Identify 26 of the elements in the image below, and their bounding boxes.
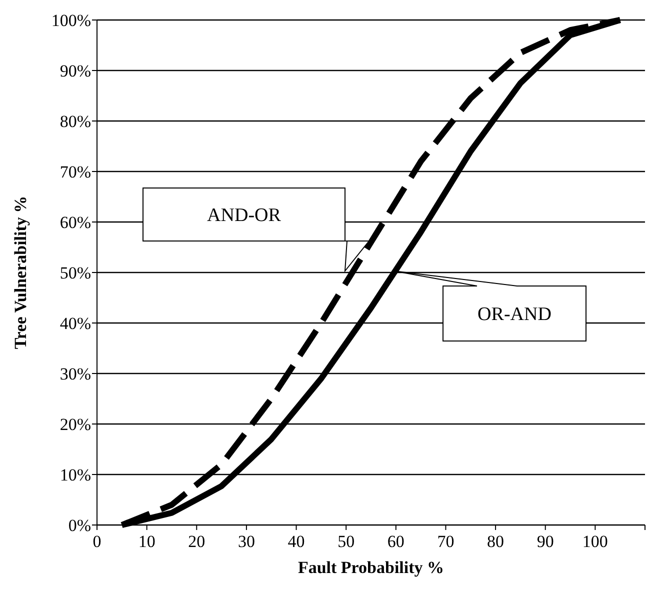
x-tick-label: 90 [536, 532, 554, 551]
x-tick-label: 80 [487, 532, 504, 551]
x-tick-label: 0 [92, 532, 102, 551]
y-tick-label: 100% [51, 10, 91, 30]
x-tick-label: 40 [288, 532, 305, 551]
x-tick-label: 70 [437, 532, 454, 551]
y-tick-label: 80% [60, 112, 91, 131]
y-tick-label: 70% [60, 162, 91, 182]
y-tick-label: 10% [60, 465, 91, 484]
x-tick-label: 100 [582, 532, 608, 551]
x-tick-label: 10 [138, 532, 156, 551]
y-tick-label: 20% [60, 414, 91, 434]
y-tick-label: 30% [60, 364, 91, 384]
x-tick-label: 60 [387, 532, 404, 551]
x-tick-label: 30 [238, 532, 255, 551]
x-axis-title: Fault Probability % [298, 558, 444, 577]
x-tick-label: 50 [338, 532, 355, 551]
annotation: AND-OR [207, 205, 282, 226]
y-tick-label: 0% [68, 516, 91, 535]
y-tick-label: 40% [60, 314, 91, 333]
y-axis-title: Tree Vulnerability % [11, 196, 30, 350]
annotation: OR-AND [478, 304, 552, 326]
x-tick-label: 20 [188, 532, 206, 551]
y-tick-label: 90% [60, 61, 91, 80]
y-tick-label: 50% [60, 263, 91, 282]
y-tick-label: 60% [60, 212, 91, 232]
